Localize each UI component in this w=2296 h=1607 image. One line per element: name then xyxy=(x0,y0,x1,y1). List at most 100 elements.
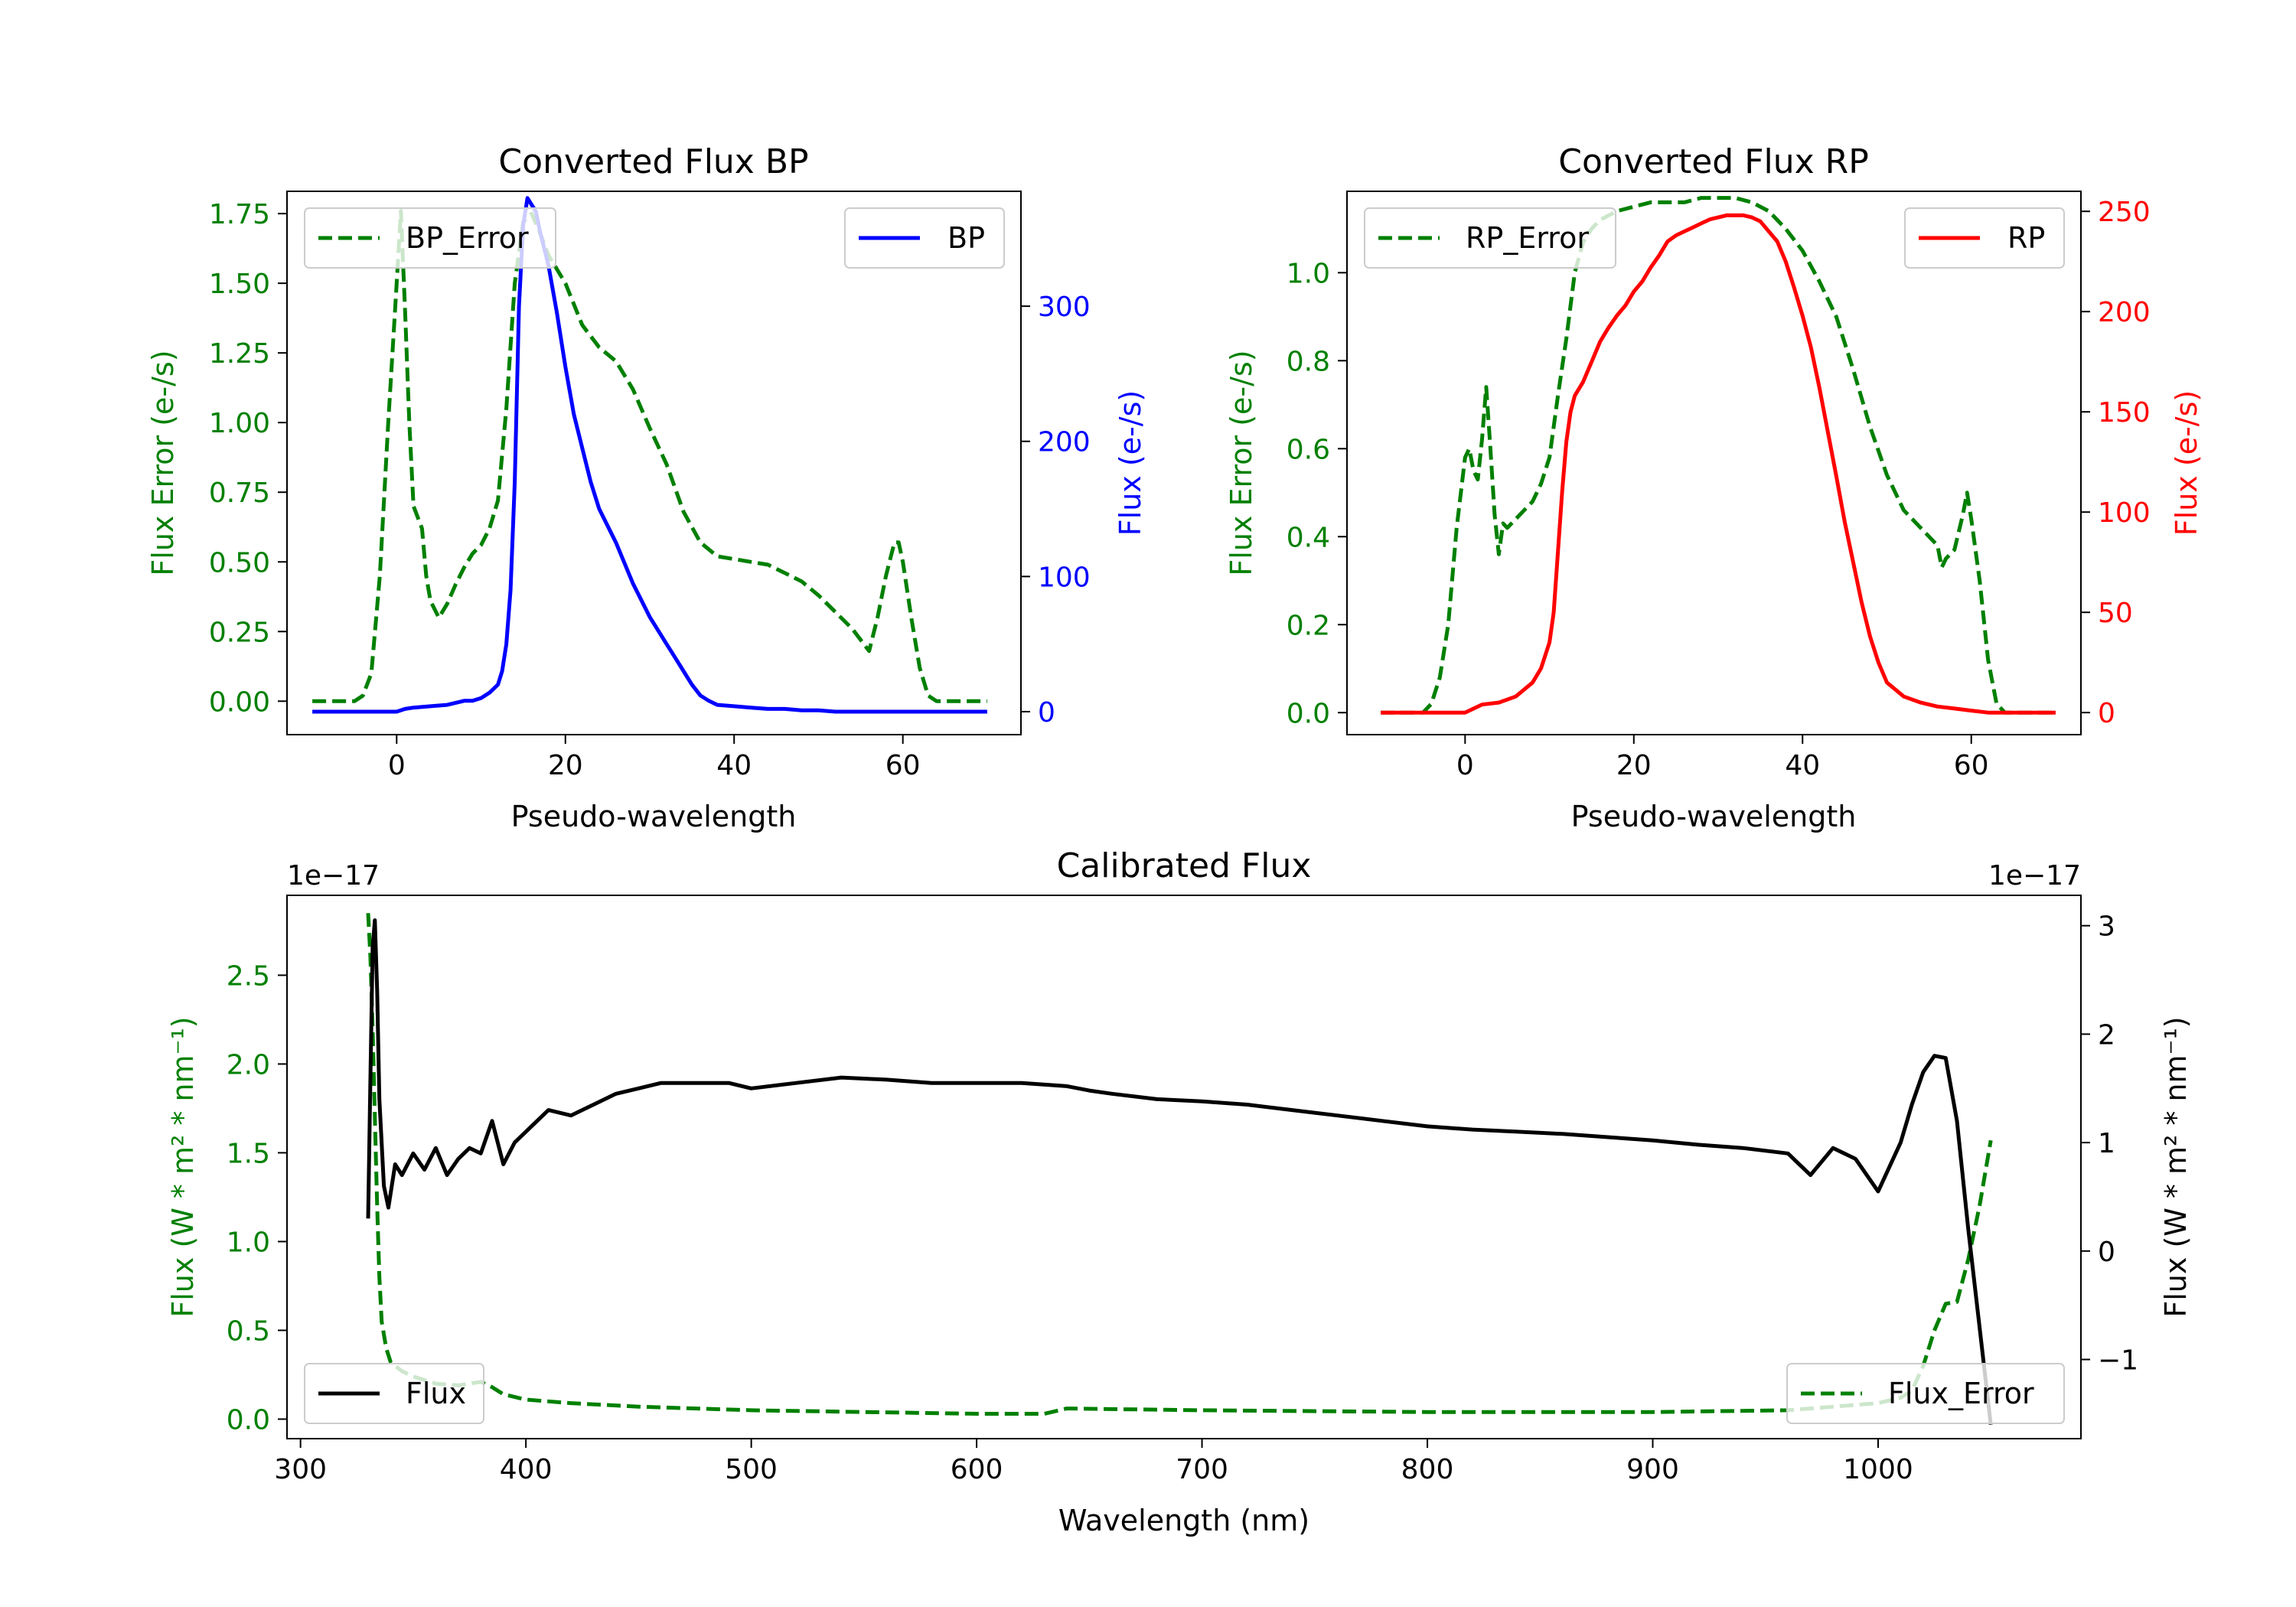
rp-series-rp-error xyxy=(1381,196,2056,715)
cal-legend-left-label: Flux xyxy=(406,1377,466,1410)
rp-ytick-right-label: 250 xyxy=(2098,197,2151,228)
bp-legend-left-label: BP_Error xyxy=(406,221,529,255)
cal-plot-series xyxy=(366,913,1993,1425)
bp-legend-left-box xyxy=(304,207,556,269)
rp-series-rp xyxy=(1381,213,2056,715)
bp-xtick-label: 20 xyxy=(548,750,583,781)
bp-ytick-left-label: 0.25 xyxy=(209,617,270,648)
panel-rp: 0 20 40 60 0.0 0.2 0.4 0.6 0.8 1.0 0 50 100 150 200 250… xyxy=(1225,142,2203,833)
rp-ylabel-left: Flux Error (e-/s) xyxy=(1225,350,1258,575)
cal-ytick-left-label: 0.0 xyxy=(227,1404,270,1436)
bp-ytick-left-label: 0.00 xyxy=(209,686,270,718)
cal-ylabel-right: Flux (W * m² * nm⁻¹) xyxy=(2159,1016,2193,1317)
cal-ytick-left-label: 1.5 xyxy=(227,1138,270,1169)
bp-legend-left[interactable]: BP_Error xyxy=(304,207,556,269)
rp-ytick-left-label: 1.0 xyxy=(1287,258,1330,289)
cal-legend-left-box xyxy=(304,1363,484,1424)
cal-axes-frame xyxy=(286,895,2082,1439)
rp-ytick-left-label: 0.0 xyxy=(1287,698,1330,729)
bp-ticks: 0 20 40 60 0.00 0.25 0.50 0.75 1.00 1.25 1.50 1.75 0… xyxy=(209,199,1091,781)
rp-legend-right[interactable]: RP xyxy=(1904,207,2065,269)
cal-offset-left: 1e−17 xyxy=(287,860,380,892)
cal-xtick-label: 300 xyxy=(274,1454,327,1485)
rp-xlabel: Pseudo-wavelength xyxy=(1571,800,1857,833)
cal-ytick-right-label: −1 xyxy=(2098,1345,2138,1377)
cal-title: Calibrated Flux xyxy=(1057,846,1312,885)
cal-ytick-left-label: 2.0 xyxy=(227,1049,270,1081)
cal-xtick-label: 700 xyxy=(1176,1454,1228,1485)
bp-ytick-left-label: 1.50 xyxy=(209,269,270,300)
bp-ytick-left-label: 0.75 xyxy=(209,478,270,509)
cal-xtick-label: 1000 xyxy=(1843,1454,1913,1485)
rp-plot-series xyxy=(1381,196,2056,715)
rp-ticks: 0 20 40 60 0.0 0.2 0.4 0.6 0.8 1.0 0 50 100 150 200 250 xyxy=(1287,197,2151,781)
panel-calibrated: 300 400 500 600 700 800 900 1000 0.0 0.5 1.0 1.5 2.0… xyxy=(166,846,2193,1537)
bp-axes-frame xyxy=(286,191,1022,735)
rp-ytick-right-label: 200 xyxy=(2098,297,2151,328)
bp-ytick-right-label: 0 xyxy=(1038,697,1055,729)
bp-series-bp-error xyxy=(312,209,987,703)
rp-xtick-label: 60 xyxy=(1954,750,1989,781)
cal-ytick-left-label: 2.5 xyxy=(227,960,270,992)
bp-legend-right[interactable]: BP xyxy=(844,207,1005,269)
rp-legend-left-box xyxy=(1364,207,1616,269)
bp-ytick-left-label: 1.25 xyxy=(209,338,270,370)
bp-ytick-left-label: 0.50 xyxy=(209,547,270,579)
rp-ytick-left-label: 0.6 xyxy=(1287,434,1330,465)
bp-ytick-left-label: 1.75 xyxy=(209,199,270,230)
bp-xtick-label: 40 xyxy=(716,750,752,781)
cal-legend-right-box xyxy=(1786,1363,2065,1424)
rp-legend-right-label: RP xyxy=(2007,221,2045,255)
rp-ytick-left-label: 0.8 xyxy=(1287,346,1330,377)
panel-bp: 0 20 40 60 0.00 0.25 0.50 0.75 1.00 1.25 1.50 1.75 0… xyxy=(146,142,1147,833)
bp-legend-right-box xyxy=(844,207,1005,269)
rp-ylabel-right: Flux (e-/s) xyxy=(2170,390,2203,536)
cal-offset-right: 1e−17 xyxy=(1988,860,2081,892)
rp-xtick-label: 40 xyxy=(1785,750,1820,781)
rp-ytick-right-label: 150 xyxy=(2098,397,2151,429)
rp-xtick-label: 20 xyxy=(1616,750,1652,781)
bp-xtick-label: 0 xyxy=(388,750,406,781)
bp-legend-right-label: BP xyxy=(947,221,985,255)
rp-axes-frame xyxy=(1346,191,2082,735)
cal-ylabel-left: Flux (W * m² * nm⁻¹) xyxy=(166,1016,200,1317)
bp-xtick-label: 60 xyxy=(885,750,921,781)
bp-ytick-left-label: 1.00 xyxy=(209,408,270,439)
bp-ylabel-right: Flux (e-/s) xyxy=(1114,390,1147,536)
bp-ytick-right-label: 300 xyxy=(1038,292,1091,323)
cal-ytick-right-label: 2 xyxy=(2098,1019,2115,1051)
bp-plot-series xyxy=(312,196,987,714)
bp-series-bp xyxy=(312,196,987,714)
cal-legend-right[interactable]: Flux_Error xyxy=(1786,1363,2065,1424)
cal-xtick-label: 400 xyxy=(500,1454,553,1485)
rp-title: Converted Flux RP xyxy=(1558,142,1869,181)
cal-ytick-left-label: 1.0 xyxy=(227,1227,270,1258)
cal-ticks: 300 400 500 600 700 800 900 1000 0.0 0.5 1.0 1.5 2.0… xyxy=(227,911,2138,1485)
rp-ytick-right-label: 0 xyxy=(2098,698,2115,729)
bp-ylabel-left: Flux Error (e-/s) xyxy=(146,350,180,575)
rp-xtick-label: 0 xyxy=(1456,750,1474,781)
rp-legend-left-label: RP_Error xyxy=(1466,221,1589,255)
rp-ytick-left-label: 0.2 xyxy=(1287,610,1330,641)
bp-ytick-right-label: 200 xyxy=(1038,427,1091,458)
cal-xlabel: Wavelength (nm) xyxy=(1058,1504,1309,1537)
cal-xtick-label: 900 xyxy=(1626,1454,1679,1485)
rp-ytick-right-label: 50 xyxy=(2098,598,2133,629)
rp-legend-right-box xyxy=(1904,207,2065,269)
bp-ytick-right-label: 100 xyxy=(1038,562,1091,593)
cal-legend-right-label: Flux_Error xyxy=(1888,1377,2034,1410)
cal-ytick-right-label: 0 xyxy=(2098,1237,2115,1268)
cal-series-flux-error xyxy=(366,913,1993,1416)
rp-ytick-right-label: 100 xyxy=(2098,497,2151,529)
bp-title: Converted Flux BP xyxy=(498,142,808,181)
bp-xlabel: Pseudo-wavelength xyxy=(511,800,797,833)
rp-legend-left[interactable]: RP_Error xyxy=(1364,207,1616,269)
cal-ytick-right-label: 1 xyxy=(2098,1128,2115,1159)
cal-ytick-left-label: 0.5 xyxy=(227,1315,270,1347)
rp-ytick-left-label: 0.4 xyxy=(1287,522,1330,553)
cal-legend-left[interactable]: Flux xyxy=(304,1363,484,1424)
cal-ytick-right-label: 3 xyxy=(2098,911,2115,943)
cal-series-flux xyxy=(366,918,1993,1425)
cal-xtick-label: 800 xyxy=(1401,1454,1454,1485)
